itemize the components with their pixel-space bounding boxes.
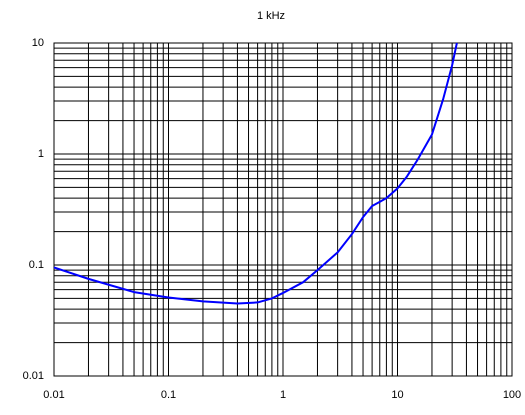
y-tick-label: 0.1 — [29, 259, 44, 271]
x-tick-label: 1 — [280, 389, 286, 401]
x-tick-label: 10 — [391, 389, 403, 401]
line — [53, 42, 458, 305]
x-tick-label: 0.1 — [161, 389, 176, 401]
plot-frame — [53, 42, 513, 377]
y-tick-label: 10 — [32, 37, 44, 49]
x-tick-label: 100 — [503, 389, 521, 401]
x-tick-label: 0.01 — [43, 389, 64, 401]
chart-title: 1 kHz — [257, 10, 285, 22]
y-tick-label: 1 — [38, 148, 44, 160]
y-tick-label: 0.01 — [23, 370, 44, 382]
